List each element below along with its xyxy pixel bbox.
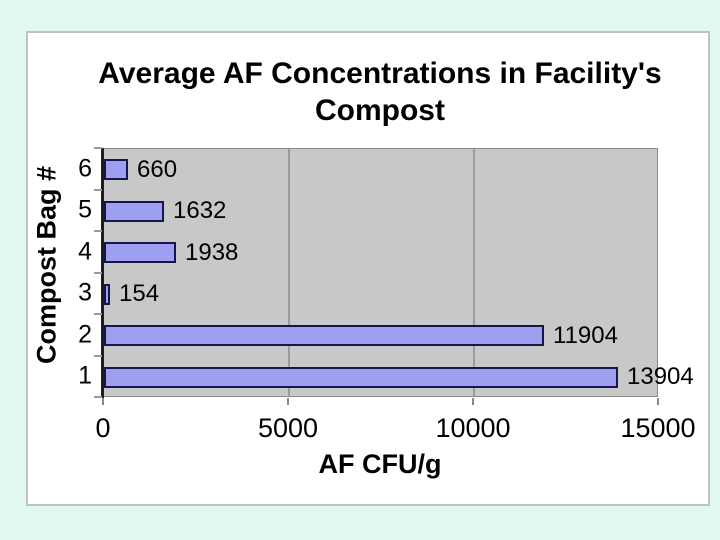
y-category-label: 2 — [78, 320, 92, 349]
bar-value-label: 154 — [119, 280, 160, 307]
plot-area: 660 1632 1938 154 11904 13904 — [103, 148, 694, 397]
chart-title: Average AF Concentrations in Facility's … — [98, 55, 661, 129]
y-tick-mark — [94, 313, 102, 315]
x-tick-label: 5000 — [257, 413, 319, 443]
x-tick-label: 0 — [95, 413, 111, 443]
bar-value-label: 1632 — [173, 197, 227, 224]
bar-value-label: 660 — [137, 156, 178, 183]
x-tick-mark — [657, 398, 659, 405]
bar-bag-1 — [104, 367, 618, 388]
gridline — [288, 149, 290, 396]
x-tick-label: 10000 — [435, 413, 511, 443]
y-category-label: 6 — [78, 154, 92, 183]
y-category-label: 5 — [78, 195, 92, 224]
y-tick-mark — [94, 189, 102, 191]
x-axis-title: AF CFU/g — [318, 449, 442, 479]
x-tick-label: 15000 — [620, 413, 696, 443]
x-tick-mark — [102, 398, 104, 405]
y-category-label: 3 — [78, 278, 92, 307]
y-tick-mark — [94, 272, 102, 274]
bar-value-label: 11904 — [553, 322, 618, 349]
y-tick-mark — [94, 355, 102, 357]
y-tick-mark — [94, 147, 102, 149]
y-tick-mark — [94, 396, 102, 398]
y-tick-mark — [94, 230, 102, 232]
chart-title-line-2: Compost — [314, 94, 445, 127]
gridline — [473, 149, 475, 396]
y-axis-line — [101, 148, 104, 398]
bar-bag-4 — [104, 242, 176, 263]
bar-value-label: 1938 — [185, 239, 239, 266]
x-tick-mark — [287, 398, 289, 405]
bar-value-label: 13904 — [627, 363, 694, 390]
y-category-label: 1 — [78, 361, 92, 390]
bar-bag-2 — [104, 325, 544, 346]
x-tick-mark — [472, 398, 474, 405]
chart-title-line-1: Average AF Concentrations in Facility's — [98, 57, 662, 90]
y-category-label: 4 — [78, 237, 92, 266]
bar-bag-5 — [104, 201, 164, 222]
bar-bag-3 — [104, 284, 110, 305]
bar-bag-6 — [104, 159, 128, 180]
slide: Average AF Concentrations in Facility's … — [26, 31, 710, 506]
y-axis-title: Compost Bag # — [31, 165, 62, 365]
